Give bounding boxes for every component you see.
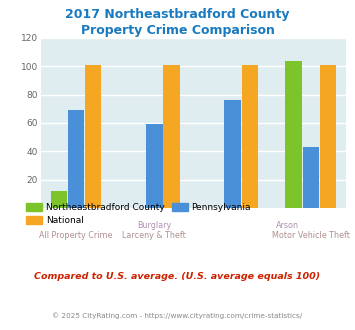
Text: 2017 Northeastbradford County
Property Crime Comparison: 2017 Northeastbradford County Property C…	[65, 8, 290, 37]
Bar	[85, 65, 102, 208]
Bar	[320, 65, 336, 208]
Bar	[146, 124, 163, 208]
Legend: Northeastbradford County, National, Pennsylvania: Northeastbradford County, National, Penn…	[26, 203, 251, 225]
Text: Larceny & Theft: Larceny & Theft	[122, 231, 186, 240]
Bar	[163, 65, 180, 208]
Text: Burglary: Burglary	[137, 221, 171, 230]
Text: © 2025 CityRating.com - https://www.cityrating.com/crime-statistics/: © 2025 CityRating.com - https://www.city…	[53, 312, 302, 318]
Bar	[68, 110, 84, 208]
Bar	[242, 65, 258, 208]
Text: Compared to U.S. average. (U.S. average equals 100): Compared to U.S. average. (U.S. average …	[34, 272, 321, 281]
Bar	[285, 61, 302, 208]
Text: Motor Vehicle Theft: Motor Vehicle Theft	[272, 231, 350, 240]
Text: Arson: Arson	[276, 221, 299, 230]
Bar	[51, 191, 67, 208]
Bar	[303, 147, 319, 208]
Text: All Property Crime: All Property Crime	[39, 231, 113, 240]
Bar	[224, 100, 241, 208]
